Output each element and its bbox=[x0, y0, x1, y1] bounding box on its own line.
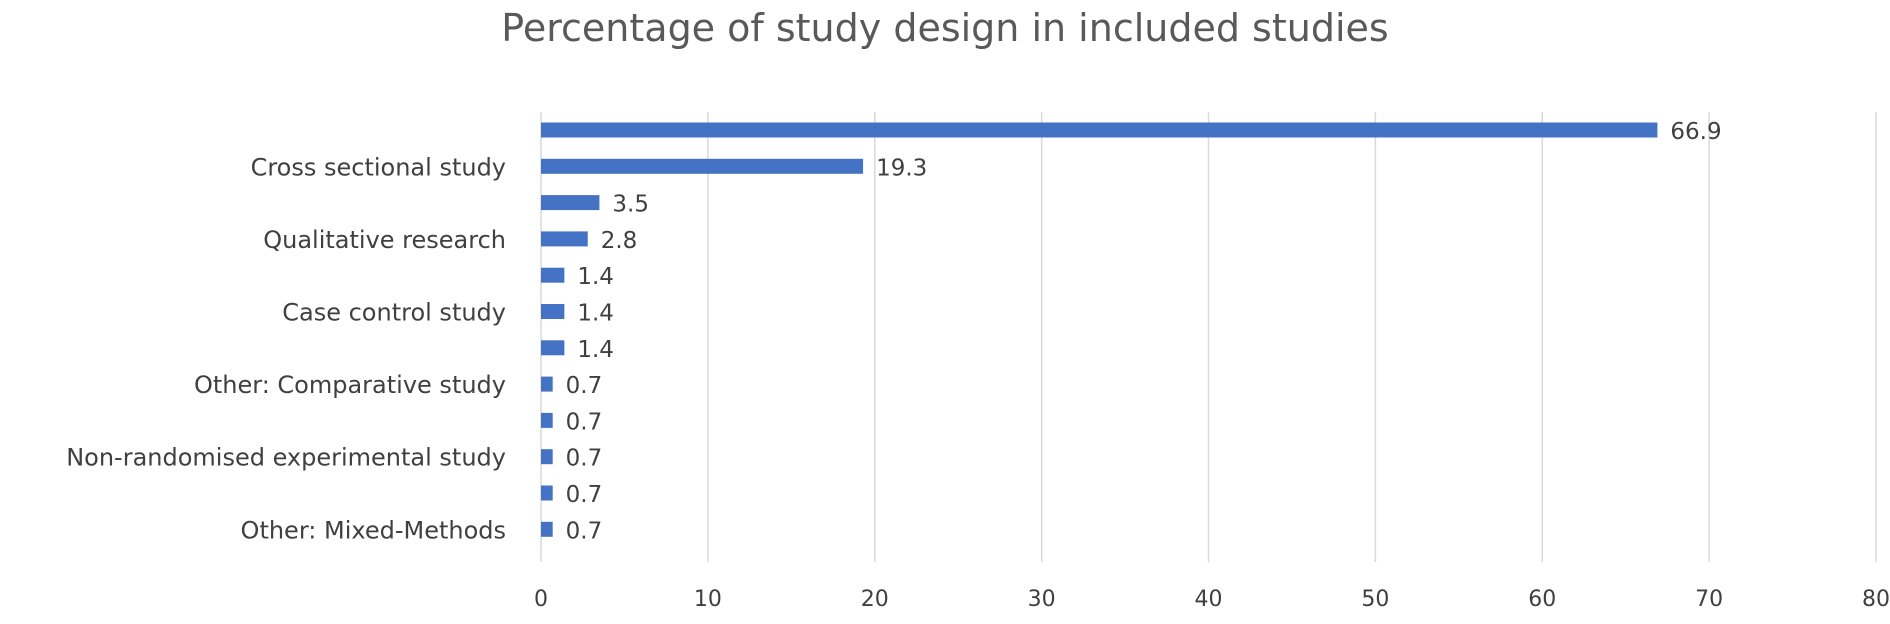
chart-title: Percentage of study design in included s… bbox=[501, 6, 1389, 50]
category-label-2: Cross sectional study bbox=[251, 153, 506, 181]
category-label-6: Case control study bbox=[282, 299, 506, 327]
data-label-1: 66.9 bbox=[1670, 119, 1721, 145]
data-label-6: 1.4 bbox=[577, 301, 614, 327]
data-label-3: 3.5 bbox=[612, 192, 649, 218]
x-tick-label-80: 80 bbox=[1862, 587, 1890, 612]
data-label-12: 0.7 bbox=[566, 518, 603, 544]
data-label-7: 1.4 bbox=[577, 337, 614, 363]
category-label-10: Non-randomised experimental study bbox=[66, 444, 506, 472]
x-tick-label-20: 20 bbox=[861, 587, 889, 612]
x-tick-label-70: 70 bbox=[1695, 587, 1723, 612]
bar-4 bbox=[541, 231, 588, 247]
bar-12 bbox=[541, 521, 553, 537]
bar-11 bbox=[541, 485, 553, 501]
bar-10 bbox=[541, 449, 553, 465]
bar-5 bbox=[541, 267, 565, 283]
x-tick-label-50: 50 bbox=[1361, 587, 1389, 612]
x-tick-label-30: 30 bbox=[1028, 587, 1056, 612]
category-label-8: Other: Comparative study bbox=[194, 371, 506, 399]
bar-8 bbox=[541, 376, 553, 392]
data-label-4: 2.8 bbox=[601, 228, 638, 254]
bar-2 bbox=[541, 158, 864, 174]
data-label-10: 0.7 bbox=[566, 446, 603, 472]
labels: 0 10 20 30 40 50 60 70 80 66.9 19.3 Cross sectional… bbox=[66, 119, 1890, 612]
bar-7 bbox=[541, 340, 565, 356]
x-tick-label-40: 40 bbox=[1195, 587, 1223, 612]
x-tick-label-10: 10 bbox=[694, 587, 722, 612]
bar-6 bbox=[541, 304, 565, 319]
data-label-11: 0.7 bbox=[566, 482, 603, 508]
x-tick-label-0: 0 bbox=[534, 587, 548, 612]
data-label-9: 0.7 bbox=[566, 409, 603, 435]
bars bbox=[541, 122, 1658, 537]
bar-9 bbox=[541, 412, 553, 428]
data-label-5: 1.4 bbox=[577, 264, 614, 290]
category-label-4: Qualitative research bbox=[263, 226, 506, 254]
gridlines bbox=[540, 112, 1877, 562]
x-tick-label-60: 60 bbox=[1528, 587, 1556, 612]
data-label-8: 0.7 bbox=[566, 373, 603, 399]
bar-3 bbox=[541, 195, 600, 211]
category-label-12: Other: Mixed-Methods bbox=[241, 516, 506, 544]
bar-1 bbox=[541, 122, 1658, 138]
data-label-2: 19.3 bbox=[876, 155, 927, 181]
